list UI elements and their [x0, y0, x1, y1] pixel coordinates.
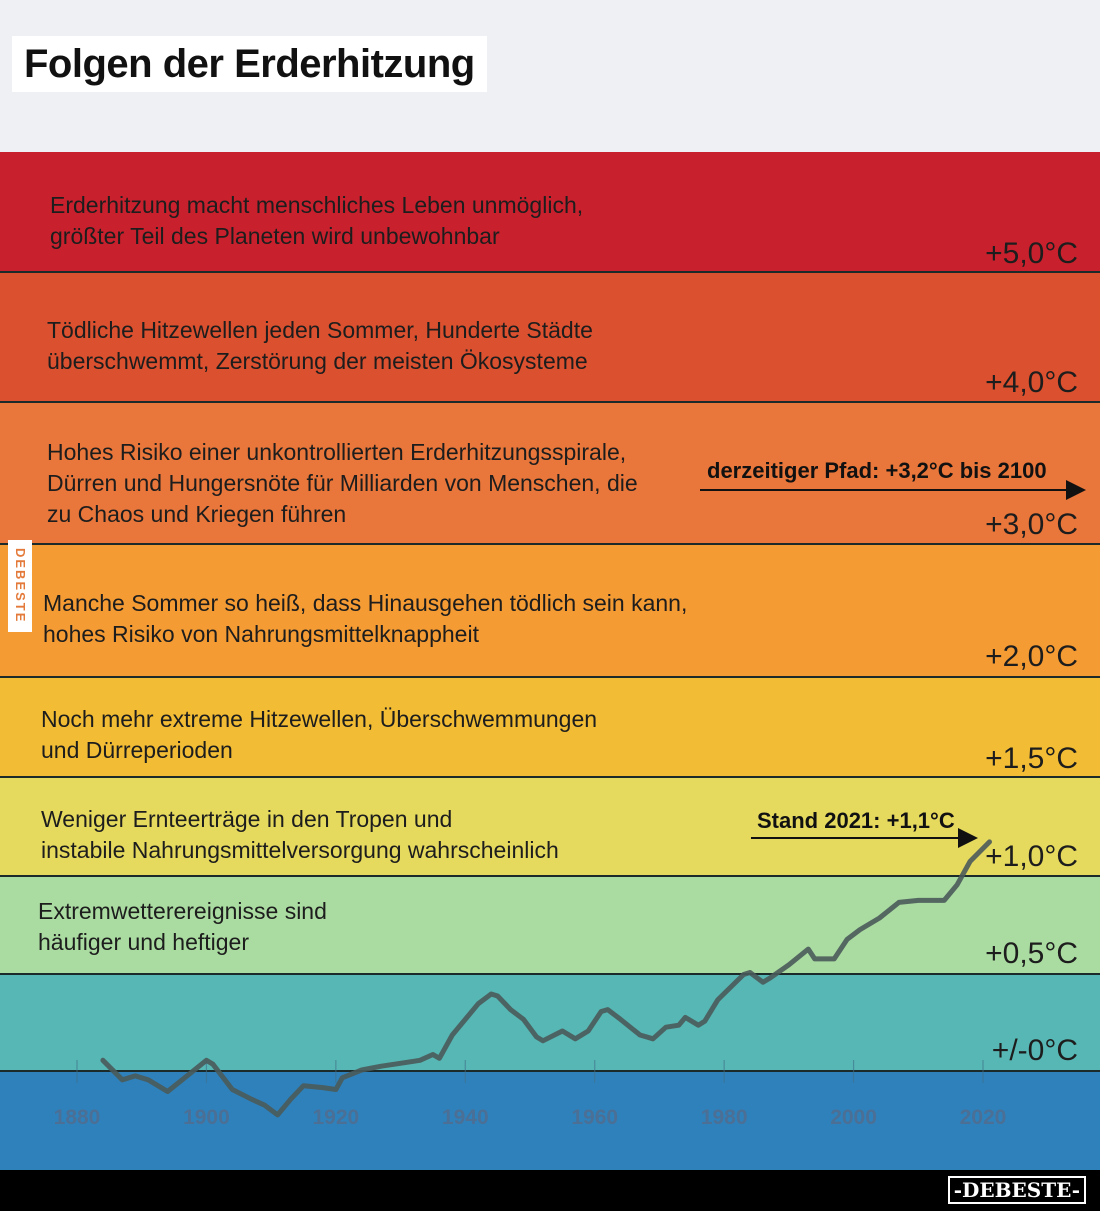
current-arrow-head: [958, 828, 978, 848]
y-tick-label: +4,0°C: [985, 366, 1078, 399]
band-5: [0, 778, 1100, 877]
footer: -DEBESTE-: [0, 1170, 1100, 1211]
band-2: [0, 403, 1100, 545]
x-tick-label: 1940: [442, 1106, 489, 1129]
path-arrow-head: [1066, 480, 1086, 500]
band-1: [0, 273, 1100, 403]
band-description: Erderhitzung macht menschliches Leben un…: [50, 192, 584, 249]
y-tick-label: +5,0°C: [985, 237, 1078, 270]
x-tick-label: 1980: [701, 1106, 748, 1129]
x-tick-label: 1900: [183, 1106, 230, 1129]
band-description: Tödliche Hitzewellen jeden Sommer, Hunde…: [47, 317, 593, 374]
x-tick-label: 2020: [960, 1106, 1007, 1129]
band-4: [0, 678, 1100, 778]
band-0: [0, 152, 1100, 273]
band-7: [0, 975, 1100, 1072]
y-tick-label: +1,5°C: [985, 742, 1078, 775]
band-description: Hohes Risiko einer unkontrollierten Erde…: [47, 439, 638, 527]
temperature-line: [100, 839, 992, 1118]
debeste-logo: -DEBESTE-: [947, 1176, 1086, 1204]
y-tick-label: +/-0°C: [991, 1034, 1078, 1067]
y-tick-label: +1,0°C: [985, 840, 1078, 873]
annotation-current-path: derzeitiger Pfad: +3,2°C bis 2100: [707, 458, 1047, 483]
x-tick-label: 1880: [54, 1106, 101, 1129]
band-8: [0, 1072, 1100, 1170]
band-description: Extremwetterereignisse sind häufiger und…: [38, 898, 327, 955]
band-description: Noch mehr extreme Hitzewellen, Überschwe…: [41, 706, 598, 763]
band-3: [0, 545, 1100, 678]
y-tick-label: +3,0°C: [985, 508, 1078, 541]
watermark: DEBESTE: [8, 540, 32, 632]
x-tick-label: 1960: [571, 1106, 618, 1129]
x-tick-label: 2000: [830, 1106, 877, 1129]
page-title: Folgen der Erderhitzung: [12, 36, 487, 92]
band-description: Weniger Ernteerträge in den Tropen und i…: [41, 806, 559, 863]
y-tick-label: +2,0°C: [985, 640, 1078, 673]
band-6: [0, 877, 1100, 975]
y-tick-label: +0,5°C: [985, 937, 1078, 970]
x-tick-label: 1920: [312, 1106, 359, 1129]
annotation-current-2021: Stand 2021: +1,1°C: [757, 808, 955, 833]
band-description: Manche Sommer so heiß, dass Hinausgehen …: [43, 590, 688, 647]
